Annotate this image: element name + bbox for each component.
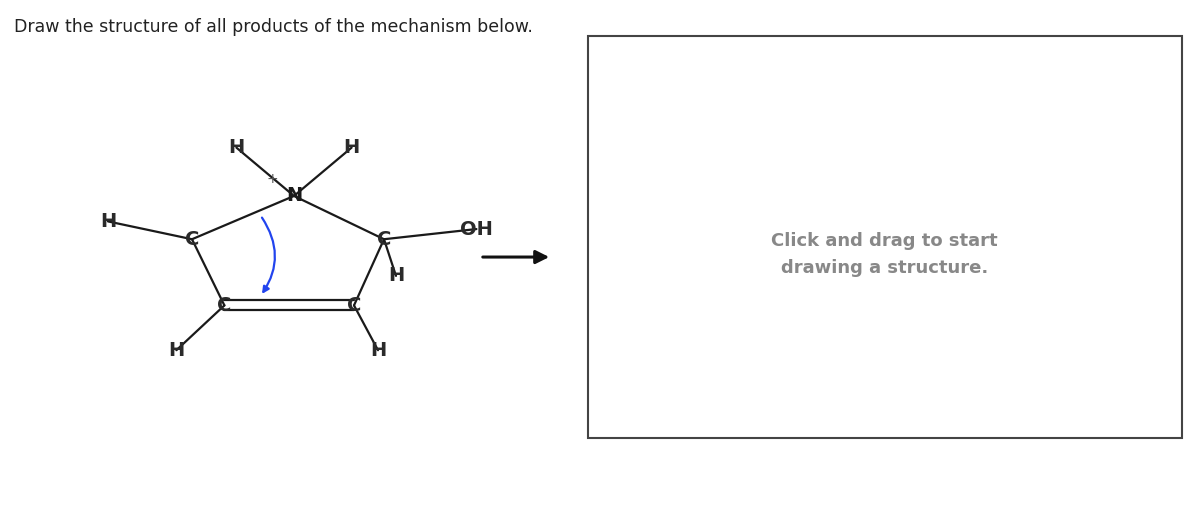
- Text: H: H: [388, 266, 404, 286]
- Text: H: H: [168, 341, 185, 360]
- Text: Click and drag to start
drawing a structure.: Click and drag to start drawing a struct…: [772, 232, 997, 277]
- Text: H: H: [370, 341, 386, 360]
- Text: H: H: [343, 138, 360, 157]
- Text: C: C: [217, 296, 232, 315]
- Text: H: H: [228, 138, 245, 157]
- Text: H: H: [100, 212, 116, 231]
- Text: C: C: [347, 296, 361, 315]
- Text: OH: OH: [460, 219, 493, 239]
- Text: Draw the structure of all products of the mechanism below.: Draw the structure of all products of th…: [14, 18, 533, 36]
- Text: +: +: [266, 172, 278, 186]
- FancyBboxPatch shape: [588, 36, 1182, 438]
- Text: C: C: [185, 230, 199, 249]
- Text: N: N: [286, 186, 302, 206]
- Text: C: C: [377, 230, 391, 249]
